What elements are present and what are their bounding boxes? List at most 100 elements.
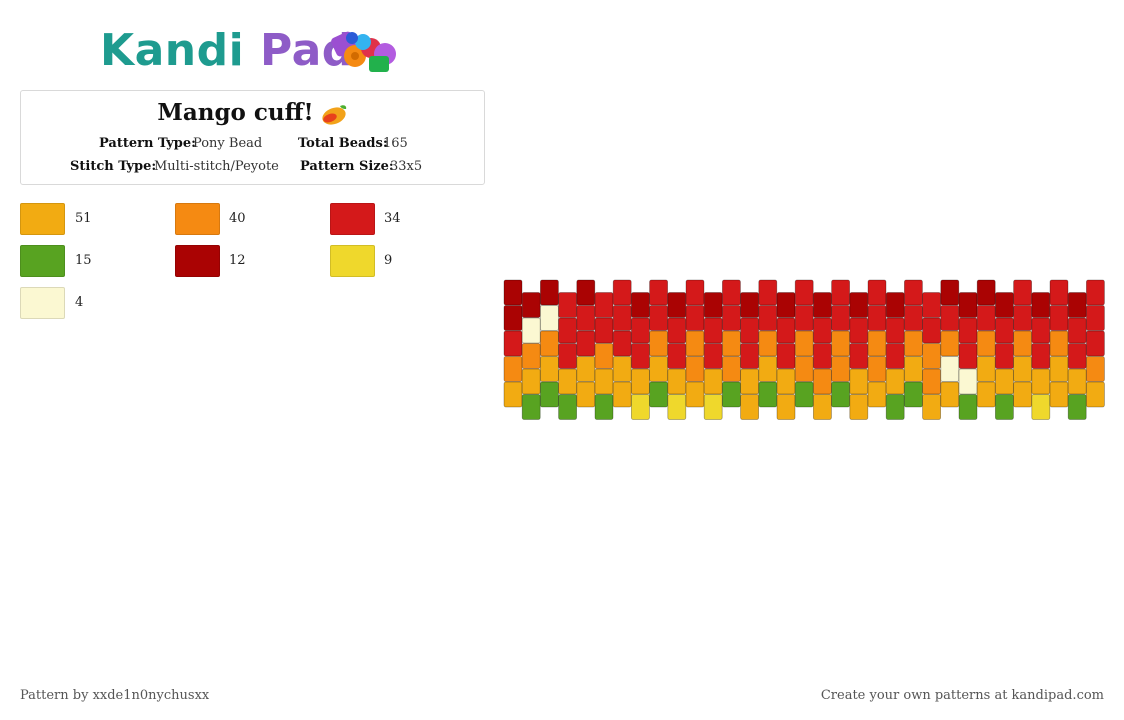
bead[interactable]	[740, 394, 760, 420]
palette-swatch[interactable]	[175, 203, 220, 235]
bead[interactable]	[885, 394, 905, 420]
bead[interactable]	[721, 279, 741, 306]
bead[interactable]	[831, 305, 851, 331]
bead[interactable]	[576, 381, 596, 408]
bead[interactable]	[958, 368, 978, 395]
bead[interactable]	[849, 394, 869, 420]
bead[interactable]	[1049, 356, 1069, 382]
bead[interactable]	[940, 305, 960, 331]
bead[interactable]	[540, 330, 559, 357]
bead[interactable]	[503, 381, 523, 408]
bead[interactable]	[867, 356, 887, 382]
bead[interactable]	[794, 381, 814, 408]
bead[interactable]	[867, 279, 887, 306]
bead[interactable]	[867, 330, 887, 357]
bead[interactable]	[576, 279, 596, 306]
bead[interactable]	[1067, 343, 1087, 369]
bead[interactable]	[849, 368, 869, 395]
bead[interactable]	[1031, 368, 1051, 395]
palette-swatch[interactable]	[330, 245, 375, 277]
bead[interactable]	[1049, 330, 1069, 357]
bead[interactable]	[758, 305, 778, 331]
palette-swatch[interactable]	[20, 203, 65, 235]
kandipad-link[interactable]: Create your own patterns at kandipad.com	[820, 688, 1104, 703]
bead[interactable]	[794, 279, 814, 306]
bead[interactable]	[667, 292, 687, 318]
bead[interactable]	[994, 394, 1014, 420]
bead[interactable]	[721, 330, 741, 357]
bead[interactable]	[885, 292, 905, 318]
bead[interactable]	[594, 368, 614, 395]
bead[interactable]	[922, 317, 942, 344]
bead[interactable]	[776, 394, 796, 420]
bead[interactable]	[758, 279, 778, 306]
bead[interactable]	[612, 381, 632, 408]
bead[interactable]	[776, 292, 796, 318]
bead[interactable]	[849, 343, 869, 369]
bead[interactable]	[576, 305, 596, 331]
bead[interactable]	[667, 394, 687, 420]
bead[interactable]	[903, 279, 923, 306]
bead[interactable]	[994, 368, 1014, 395]
bead[interactable]	[649, 305, 669, 331]
bead-pattern-grid[interactable]	[500, 276, 1110, 426]
bead[interactable]	[503, 356, 523, 382]
bead[interactable]	[958, 292, 978, 318]
bead[interactable]	[521, 394, 541, 420]
bead[interactable]	[940, 356, 960, 382]
bead[interactable]	[576, 356, 596, 382]
bead[interactable]	[540, 305, 559, 331]
bead[interactable]	[685, 330, 705, 357]
bead[interactable]	[740, 368, 760, 395]
bead[interactable]	[540, 279, 559, 306]
bead[interactable]	[994, 292, 1014, 318]
bead[interactable]	[1031, 394, 1051, 420]
bead[interactable]	[994, 317, 1014, 344]
bead[interactable]	[630, 368, 650, 395]
bead[interactable]	[721, 356, 741, 382]
palette-swatch[interactable]	[175, 245, 220, 277]
bead[interactable]	[630, 317, 650, 344]
bead[interactable]	[831, 381, 851, 408]
bead[interactable]	[703, 368, 723, 395]
bead[interactable]	[558, 292, 577, 318]
palette-swatch[interactable]	[330, 203, 375, 235]
bead[interactable]	[776, 368, 796, 395]
bead[interactable]	[740, 343, 760, 369]
bead[interactable]	[903, 305, 923, 331]
bead[interactable]	[922, 368, 942, 395]
bead[interactable]	[812, 343, 832, 369]
palette-swatch[interactable]	[20, 245, 65, 277]
bead[interactable]	[740, 317, 760, 344]
bead[interactable]	[685, 279, 705, 306]
bead[interactable]	[758, 356, 778, 382]
bead[interactable]	[831, 279, 851, 306]
bead[interactable]	[649, 356, 669, 382]
bead[interactable]	[849, 292, 869, 318]
bead[interactable]	[1013, 305, 1032, 331]
bead[interactable]	[1086, 305, 1105, 331]
bead[interactable]	[612, 305, 632, 331]
bead[interactable]	[1031, 317, 1051, 344]
bead[interactable]	[612, 330, 632, 357]
bead[interactable]	[1013, 381, 1032, 408]
bead[interactable]	[558, 394, 577, 420]
bead[interactable]	[976, 305, 996, 331]
bead[interactable]	[612, 356, 632, 382]
bead[interactable]	[1049, 305, 1069, 331]
bead[interactable]	[1067, 317, 1087, 344]
bead[interactable]	[685, 305, 705, 331]
bead[interactable]	[721, 381, 741, 408]
bead[interactable]	[685, 381, 705, 408]
bead[interactable]	[630, 292, 650, 318]
kandipad-logo[interactable]: Kandi Pad	[100, 24, 410, 78]
bead[interactable]	[940, 381, 960, 408]
bead[interactable]	[1067, 292, 1087, 318]
bead[interactable]	[776, 317, 796, 344]
bead[interactable]	[1067, 394, 1087, 420]
bead[interactable]	[594, 292, 614, 318]
bead[interactable]	[885, 317, 905, 344]
bead[interactable]	[721, 305, 741, 331]
bead[interactable]	[794, 330, 814, 357]
bead[interactable]	[776, 343, 796, 369]
